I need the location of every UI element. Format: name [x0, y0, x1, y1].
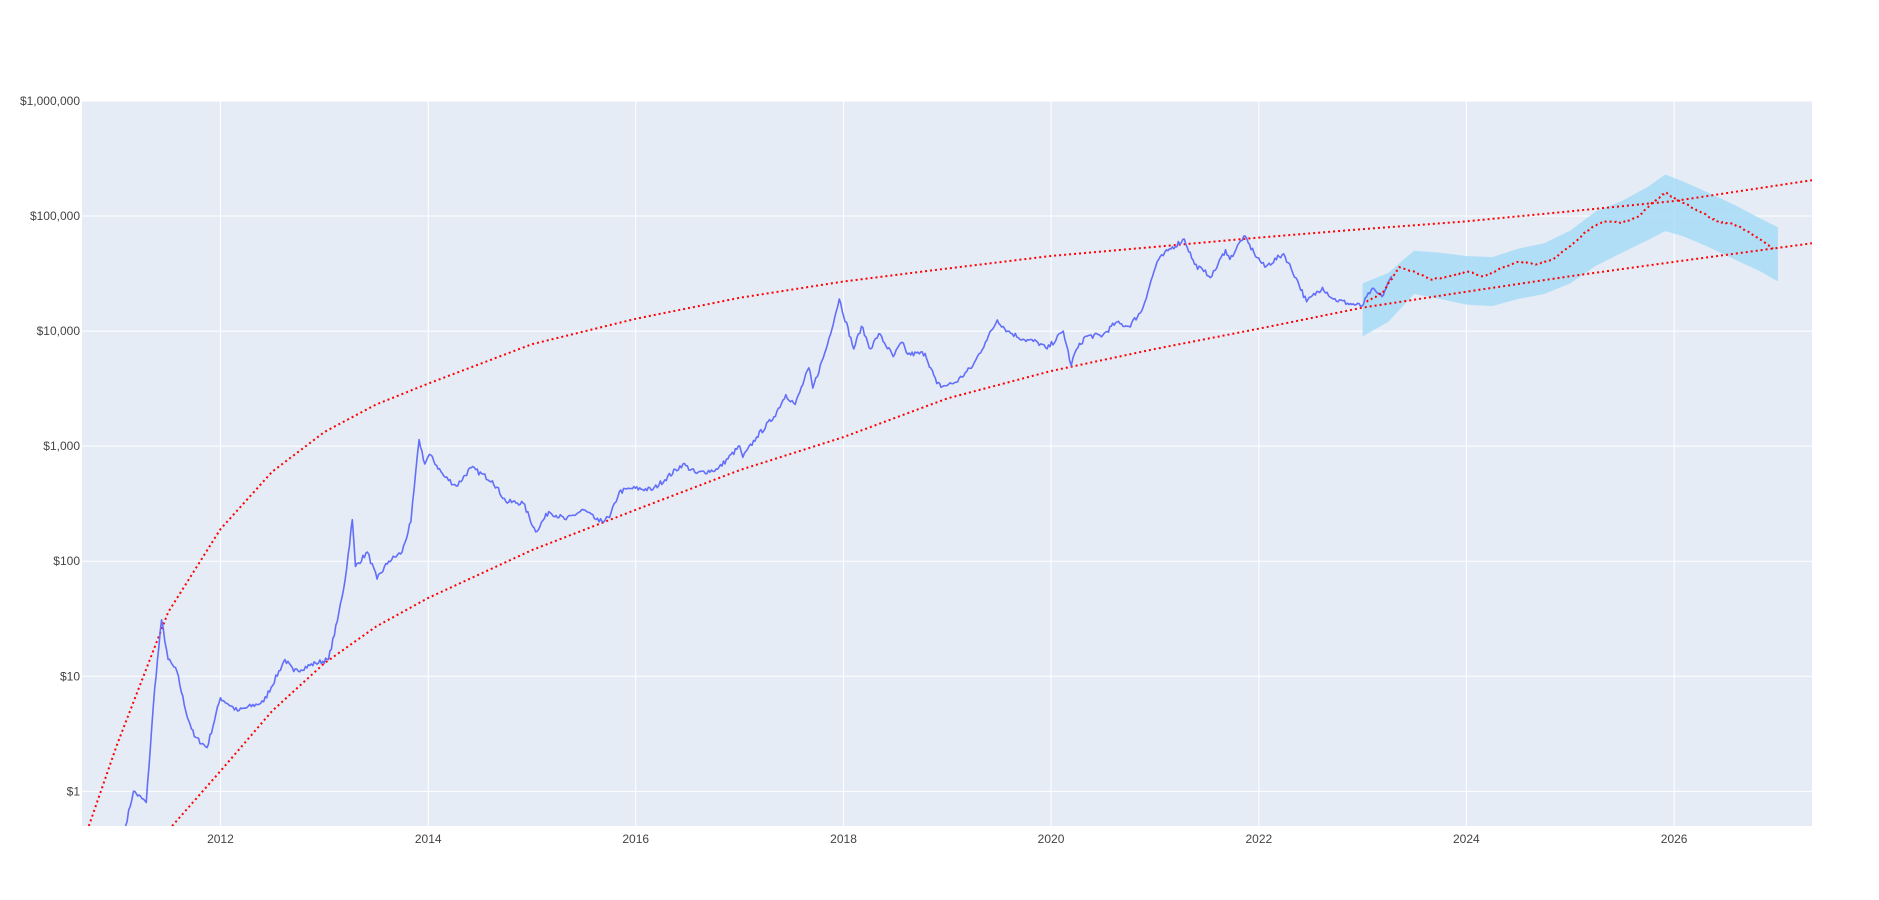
bound-line: [87, 179, 1812, 826]
y-tick-label: $100,000: [30, 209, 80, 223]
x-tick-label: 2018: [830, 832, 857, 846]
x-tick-label: 2014: [415, 832, 442, 846]
x-tick-label: 2024: [1453, 832, 1480, 846]
y-tick-label: $1: [67, 784, 81, 798]
x-axis-ticks: 2012 2014 2016 2018 2020 2022 2024 2026: [207, 832, 1688, 846]
x-tick-label: 2012: [207, 832, 234, 846]
x-tick-label: 2016: [622, 832, 649, 846]
bound-line: [171, 242, 1812, 826]
y-tick-label: $100: [53, 554, 80, 568]
x-tick-label: 2026: [1661, 832, 1688, 846]
x-tick-label: 2020: [1038, 832, 1065, 846]
y-tick-label: $10: [60, 669, 80, 683]
forecast-line: [1365, 191, 1774, 303]
y-tick-label: $10,000: [37, 324, 81, 338]
plot-background: [82, 101, 1812, 826]
x-gridlines: [219, 101, 1675, 826]
forecast-band: [1362, 174, 1778, 337]
x-tick-label: 2022: [1245, 832, 1272, 846]
y-tick-label: $1,000: [43, 439, 80, 453]
series-layer: [87, 174, 1812, 826]
y-tick-label: $1,000,000: [20, 94, 80, 108]
y-axis-ticks: $1 $10 $100 $1,000 $10,000 $100,000 $1,000,000: [20, 94, 80, 798]
price-line: [124, 235, 1393, 826]
